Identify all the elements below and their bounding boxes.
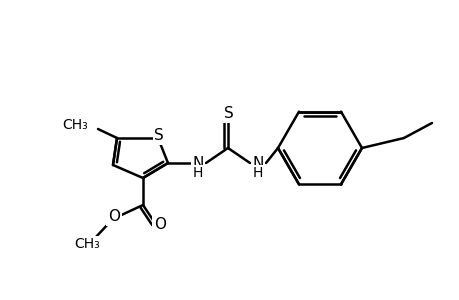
Text: O: O — [108, 209, 120, 224]
Text: N: N — [192, 155, 203, 170]
Text: H: H — [252, 166, 263, 180]
Text: H: H — [192, 166, 203, 180]
Text: O: O — [154, 218, 166, 232]
Text: N: N — [252, 155, 263, 170]
Text: S: S — [154, 128, 163, 143]
Text: CH₃: CH₃ — [74, 237, 100, 251]
Text: CH₃: CH₃ — [62, 118, 88, 132]
Text: S: S — [224, 106, 233, 122]
